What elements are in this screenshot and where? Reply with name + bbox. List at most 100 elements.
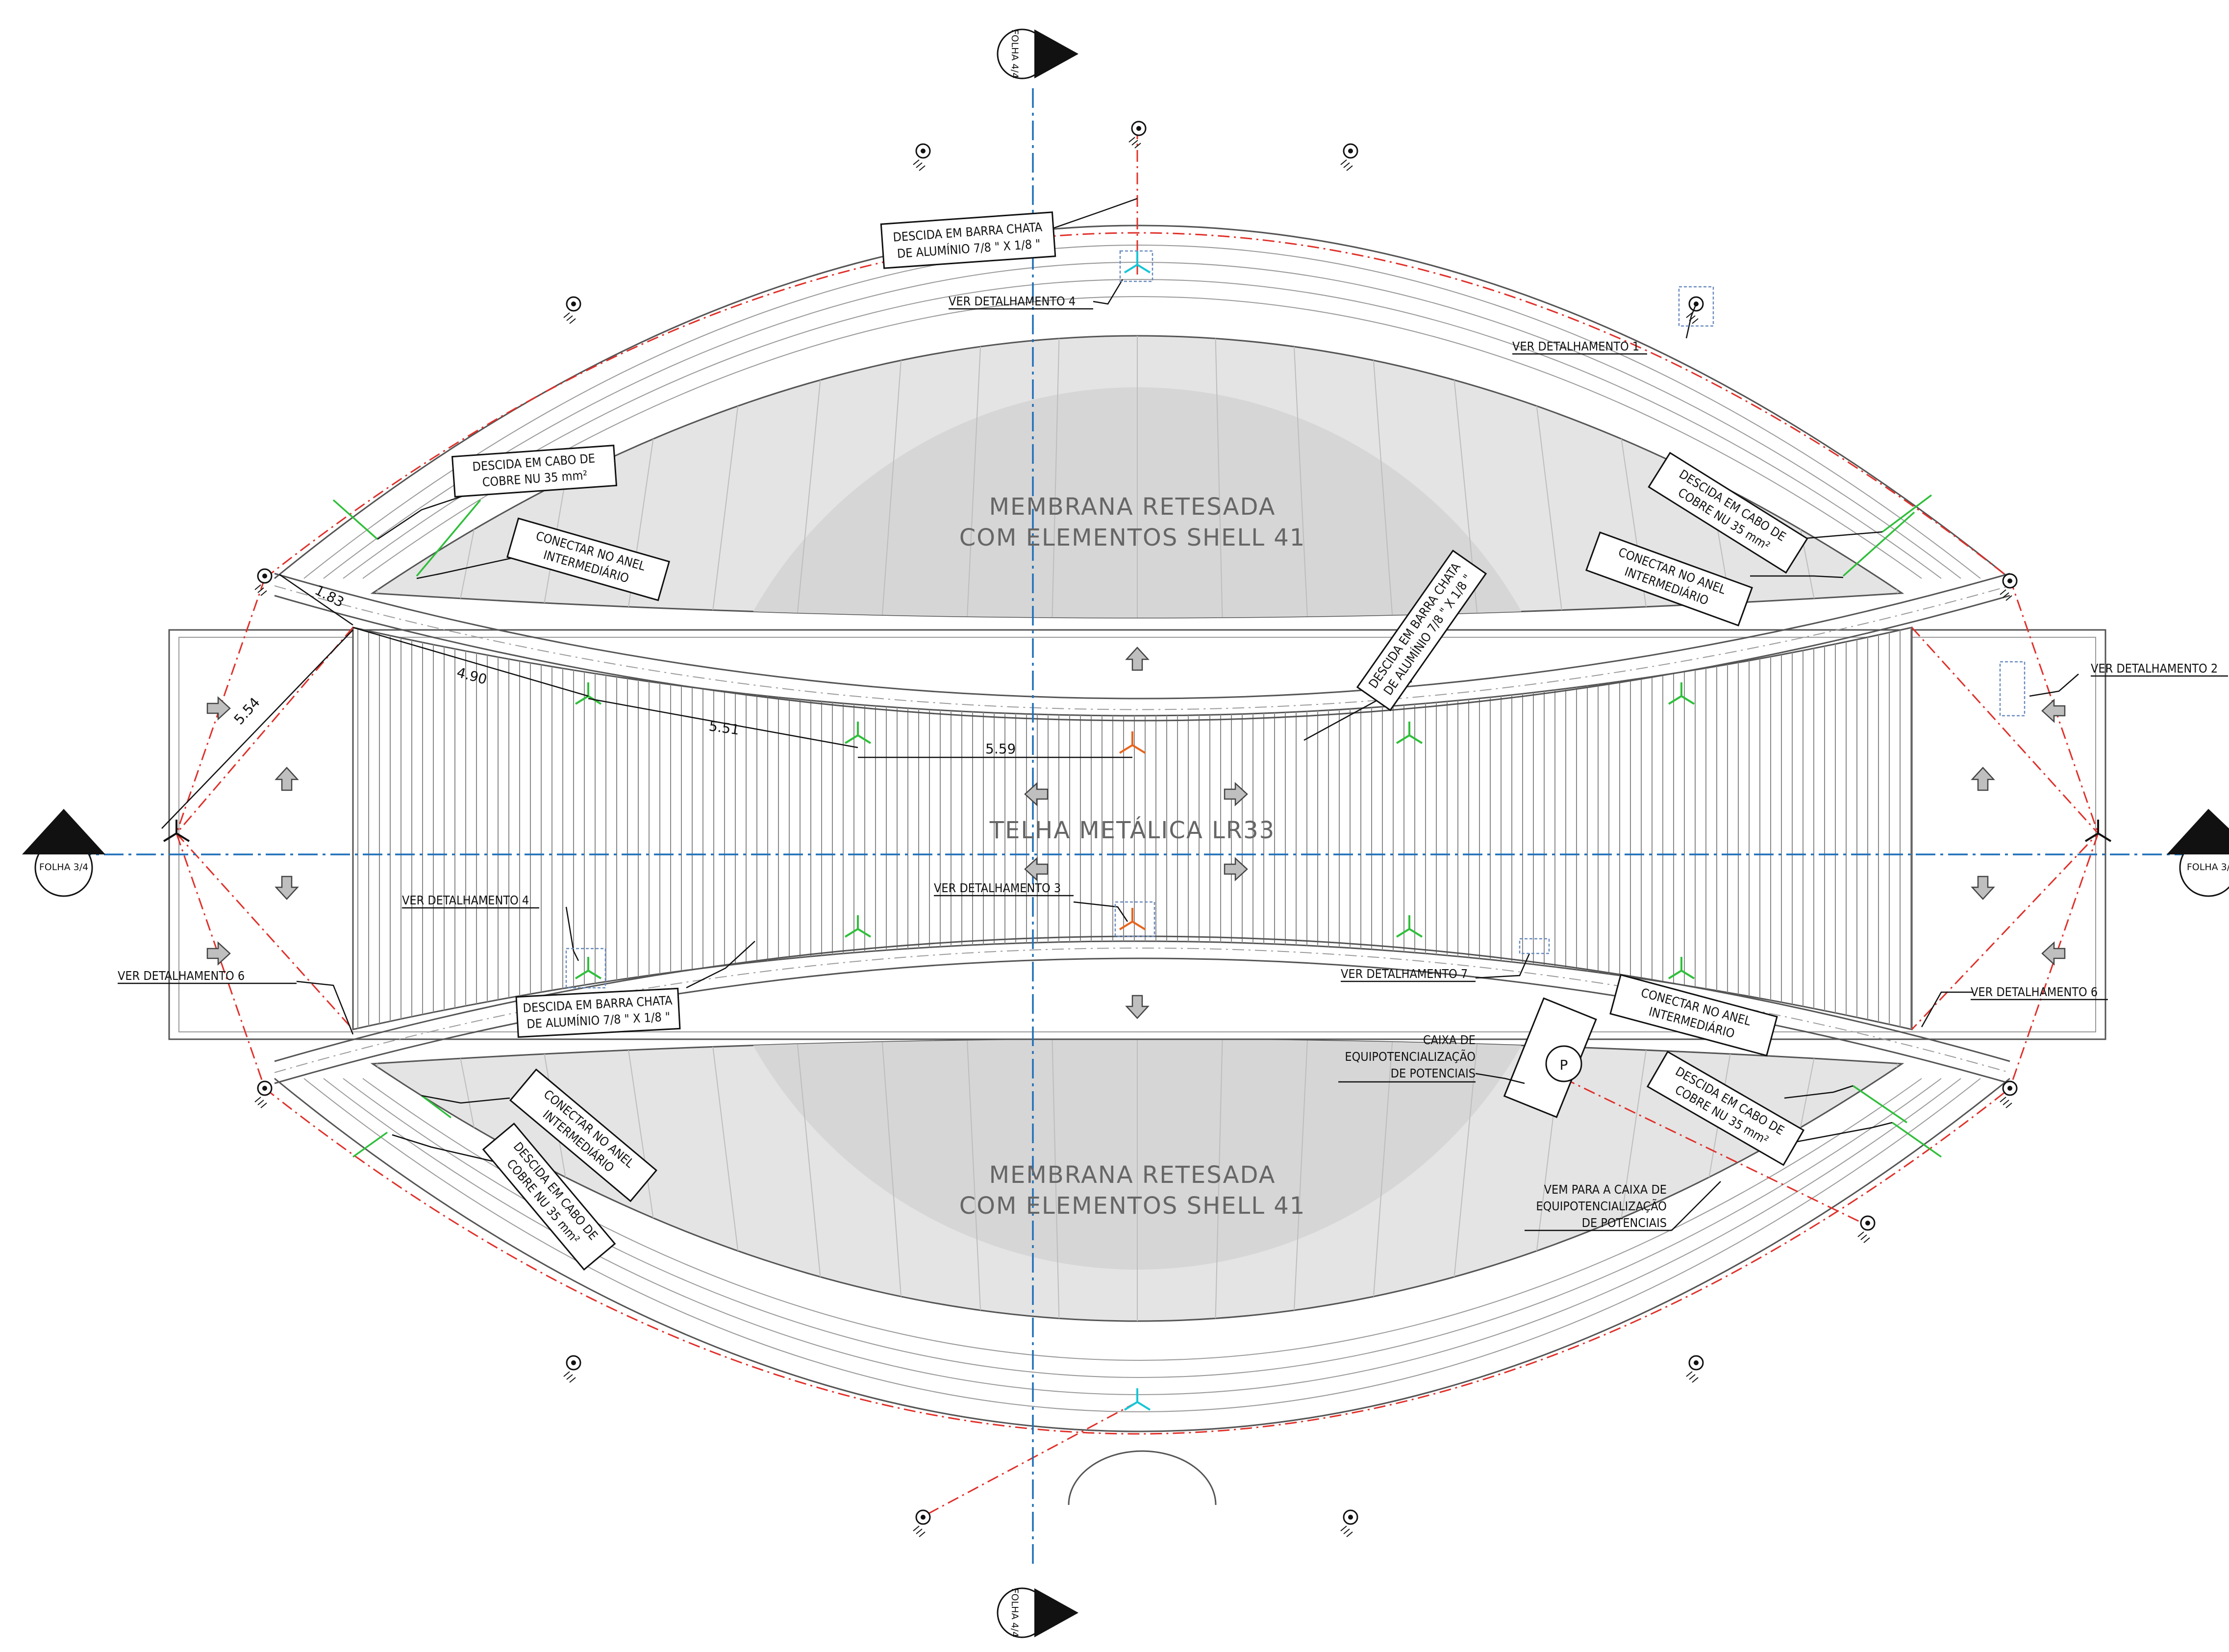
membrane-rib — [794, 1039, 844, 1321]
detail-ref-text: VER DETALHAMENTO 6 — [1971, 985, 2098, 999]
note-caixa: CAIXA DE EQUIPOTENCIALIZAÇÃO DE POTENCIA… — [1338, 1033, 1476, 1083]
membrane-rib — [879, 336, 917, 618]
membrane-rib — [1210, 1039, 1224, 1321]
flow-arrow-icon — [2041, 941, 2066, 966]
ground-rod-icon — [2000, 1080, 2018, 1108]
cable-drop — [1842, 511, 1915, 577]
ground-rod-icon — [1128, 121, 1147, 149]
cable-drop — [1881, 494, 1932, 533]
flow-arrow-icon — [1971, 767, 1995, 791]
roof-outer-rect — [168, 629, 2106, 1040]
detail-ref-6-left[interactable]: VER DETALHAMENTO 6 — [118, 969, 297, 984]
detail-ref-3[interactable]: VER DETALHAMENTO 3 — [934, 881, 1074, 897]
air-terminal-icon — [575, 957, 602, 979]
detail-ref-6-right[interactable]: VER DETALHAMENTO 6 — [1971, 985, 2108, 1001]
membrane-rib — [1431, 1039, 1481, 1321]
ground-rod-icon — [563, 296, 581, 324]
air-terminal-icon — [1124, 1388, 1151, 1411]
detail-references: VER DETALHAMENTO 4 VER DETALHAMENTO 1 VE… — [118, 294, 2228, 1001]
air-terminal-icon — [1668, 682, 1695, 705]
detail-ref-text: VER DETALHAMENTO 3 — [934, 881, 1061, 895]
membrane-rib — [1284, 1039, 1309, 1321]
detail-ref-text: VER DETALHAMENTO 4 — [949, 294, 1076, 308]
section-letter: B — [1033, 1605, 1060, 1621]
air-terminal-icon — [2084, 820, 2112, 842]
section-sheet: FOLHA 3/4 — [39, 862, 88, 873]
ground-rods — [254, 121, 2018, 1537]
detail-ref-1[interactable]: VER DETALHAMENTO 1 — [1512, 339, 1647, 355]
flow-arrows — [206, 647, 2066, 1019]
spda-ring-top — [264, 232, 2010, 579]
note-descida-cabo-tl[interactable]: DESCIDA EM CABO DE COBRE NU 35 mm² — [451, 444, 618, 498]
air-terminal-icon — [844, 915, 872, 938]
cable-drop — [1891, 1122, 1942, 1158]
note-vem-caixa: VEM PARA A CAIXA DE EQUIPOTENCIALIZAÇÃO … — [1525, 1182, 1672, 1231]
detail-ref-text: VER DETALHAMENTO 2 — [2091, 661, 2218, 676]
membrane-bottom-label-2: COM ELEMENTOS SHELL 41 — [959, 1192, 1306, 1220]
air-terminal-icon — [844, 722, 872, 744]
detail-ref-4-top[interactable]: VER DETALHAMENTO 4 — [949, 294, 1093, 310]
detail-callouts — [565, 250, 2026, 989]
area-labels: MEMBRANA RETESADA COM ELEMENTOS SHELL 41… — [959, 493, 1306, 1220]
section-marker-left[interactable]: A FOLHA 3/4 — [22, 809, 105, 897]
membrane-rib — [1357, 336, 1395, 618]
ground-rod-icon — [1686, 1355, 1704, 1383]
note-line: DE POTENCIAIS — [1391, 1066, 1476, 1080]
air-terminals — [163, 251, 2112, 1411]
air-terminal-icon — [1119, 908, 1146, 930]
dim-5-59: 5.59 — [985, 741, 1016, 757]
section-letter: A — [2201, 830, 2217, 858]
section-letter: B — [1033, 46, 1060, 62]
detail-ref-7[interactable]: VER DETALHAMENTO 7 — [1341, 967, 1476, 982]
cable-drop — [416, 499, 481, 577]
bottom-notch — [1068, 1450, 1217, 1505]
flow-arrow-icon — [1024, 782, 1049, 806]
note-conectar-tr[interactable]: CONECTAR NO ANEL INTERMEDIÁRIO — [1585, 531, 1753, 626]
note-descida-barra-top[interactable]: DESCIDA EM BARRA CHATA DE ALUMÍNIO 7/8 "… — [880, 211, 1056, 269]
membrane-rib — [965, 336, 991, 618]
dim-1-83: 1.83 — [312, 582, 347, 610]
beam-top — [274, 573, 2010, 700]
section-marker-right[interactable]: A FOLHA 3/ — [2167, 809, 2229, 897]
section-letter: A — [56, 830, 72, 858]
detail-ref-text: VER DETALHAMENTO 7 — [1341, 967, 1468, 981]
note-line: DE POTENCIAIS — [1582, 1216, 1667, 1230]
membrane-bottom-label-1: MEMBRANA RETESADA — [989, 1161, 1276, 1189]
air-terminal-icon — [1124, 251, 1151, 274]
flow-arrow-icon — [1224, 782, 1248, 806]
roof — [168, 573, 2106, 1084]
detail-ref-2[interactable]: VER DETALHAMENTO 2 — [2091, 661, 2228, 677]
flow-arrow-icon — [275, 876, 299, 900]
flow-arrow-icon — [1224, 857, 1248, 881]
cable-drop — [421, 1095, 452, 1119]
detail-ref-text: VER DETALHAMENTO 1 — [1512, 339, 1639, 353]
flow-arrow-icon — [1024, 857, 1049, 881]
ground-rod-icon — [913, 1509, 931, 1537]
air-terminal-icon — [1119, 731, 1146, 754]
dim-5-54: 5.54 — [231, 694, 263, 727]
membrane-rib — [1210, 336, 1224, 618]
detail-ref-text: VER DETALHAMENTO 6 — [118, 969, 245, 983]
note-line: EQUIPOTENCIALIZAÇÃO — [1536, 1199, 1667, 1213]
air-terminal-icon — [163, 820, 190, 842]
equipotential-box[interactable]: P — [1503, 997, 1597, 1118]
membrane-rib — [1357, 1039, 1395, 1321]
detail-ref-4-left[interactable]: VER DETALHAMENTO 4 — [402, 893, 539, 909]
cable-drop — [332, 499, 378, 540]
membrane-rib — [1051, 1039, 1064, 1321]
air-terminal-icon — [1668, 957, 1695, 979]
ground-rod-icon — [913, 143, 931, 171]
section-sheet: FOLHA 4/4 — [1009, 29, 1020, 78]
axes — [39, 88, 2191, 1569]
section-marker-bottom[interactable]: B FOLHA 4/4 — [997, 1587, 1078, 1638]
ground-rod-icon — [1857, 1215, 1876, 1243]
outer-structure — [274, 225, 2010, 1505]
roof-label: TELHA METÁLICA LR33 — [989, 816, 1275, 844]
cable-drop — [1853, 1085, 1907, 1124]
section-marker-top[interactable]: B FOLHA 4/4 — [997, 28, 1078, 79]
flow-arrow-icon — [2041, 699, 2066, 723]
flow-arrow-icon — [1125, 995, 1150, 1019]
membrane-rib — [879, 1039, 917, 1321]
note-line: CAIXA DE — [1423, 1033, 1476, 1047]
note-descida-barra-bottom[interactable]: DESCIDA EM BARRA CHATA DE ALUMÍNIO 7/8 "… — [515, 987, 681, 1038]
